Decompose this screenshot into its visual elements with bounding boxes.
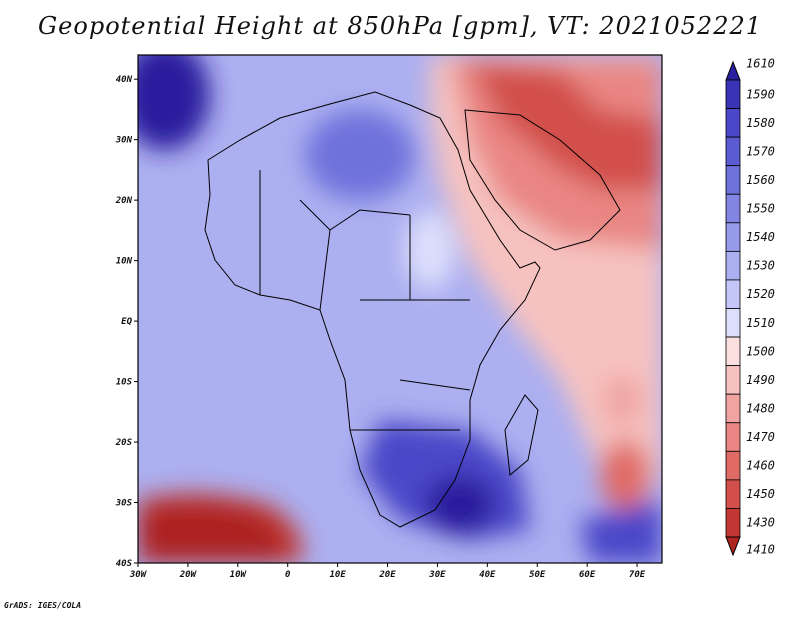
lon-tick-label: 50E — [529, 570, 546, 580]
colorbar-label: 1460 — [746, 459, 775, 473]
colorbar-label: 1580 — [746, 116, 775, 130]
colorbar-label: 1500 — [746, 344, 775, 358]
lon-tick-label: 20E — [378, 570, 396, 580]
colorbar-swatch — [725, 422, 741, 452]
colorbar-swatch — [725, 250, 741, 281]
lat-tick-label: 10N — [116, 257, 133, 267]
colorbar-label: 1450 — [746, 487, 775, 501]
lon-tick-label: 0 — [285, 570, 291, 580]
colorbar-swatch — [725, 193, 741, 224]
colorbar-label: 1610 — [746, 57, 775, 71]
colorbar-label: 1590 — [746, 87, 775, 101]
credit-label: GrADS: IGES/COLA — [4, 601, 82, 610]
colorbar-swatch — [725, 450, 741, 481]
lat-tick-label: 20S — [115, 438, 133, 448]
colorbar-swatch — [725, 136, 741, 167]
colorbar-swatch — [725, 336, 741, 367]
colorbar-swatch — [725, 108, 741, 138]
lat-tick-label: EQ — [121, 317, 132, 327]
colorbar-swatch — [725, 165, 741, 195]
colorbar-min-arrow — [725, 536, 741, 557]
lat-tick-label: 20N — [115, 196, 133, 206]
colorbar-label: 1490 — [746, 373, 775, 387]
colorbar-label: 1410 — [746, 542, 775, 556]
colorbar-swatch — [725, 279, 741, 309]
colorbar-label: 1560 — [746, 173, 775, 187]
colorbar-label: 1480 — [746, 401, 775, 415]
colorbar: 1610 1590 1580 1570 1560 1550 1540 1530 1520 1510… — [725, 57, 775, 557]
colorbar-swatch — [725, 308, 741, 338]
lon-tick-label: 70E — [629, 570, 646, 580]
map-figure: 40N 30N 20N 10N EQ 10S 20S 30S 40S 30W 20W 10W 0 10E… — [115, 54, 775, 580]
colorbar-label: 1430 — [746, 516, 775, 530]
colorbar-max-arrow — [725, 60, 741, 81]
lat-tick-label: 30N — [115, 136, 133, 146]
colorbar-label: 1510 — [746, 316, 775, 330]
colorbar-label: 1520 — [746, 287, 775, 301]
colorbar-label: 1530 — [746, 259, 775, 273]
lat-tick-label: 40N — [116, 75, 133, 85]
coastlines — [204, 91, 621, 528]
latitude-axis: 40N 30N 20N 10N EQ 10S 20S 30S 40S — [115, 75, 138, 569]
lon-tick-label: 40E — [479, 570, 496, 580]
colorbar-swatch — [725, 393, 741, 424]
colorbar-swatch — [725, 365, 741, 395]
colorbar-swatch — [725, 79, 741, 109]
lon-tick-label: 60E — [579, 570, 596, 580]
colorbar-label: 1470 — [746, 430, 775, 444]
colorbar-swatch — [725, 222, 741, 252]
map-frame — [137, 54, 663, 564]
colorbar-label: 1540 — [746, 230, 775, 244]
lat-tick-label: 10S — [116, 378, 133, 388]
chart-title: Geopotential Height at 850hPa [gpm], VT:… — [38, 12, 762, 40]
lon-tick-label: 10W — [230, 570, 248, 580]
colorbar-label: 1550 — [746, 202, 775, 216]
colorbar-swatch — [725, 479, 741, 509]
colorbar-label: 1570 — [746, 144, 775, 158]
colorbar-swatch — [725, 508, 741, 538]
lon-tick-label: 30E — [428, 570, 446, 580]
lat-tick-label: 40S — [116, 559, 133, 569]
height-field — [138, 55, 662, 563]
lon-tick-label: 10E — [329, 570, 346, 580]
lat-tick-label: 30S — [115, 499, 133, 509]
longitude-axis: 30W 20W 10W 0 10E 20E 30E 40E 50E 60E 70E — [129, 563, 646, 580]
lon-tick-label: 30W — [129, 570, 148, 580]
lon-tick-label: 20W — [179, 570, 198, 580]
